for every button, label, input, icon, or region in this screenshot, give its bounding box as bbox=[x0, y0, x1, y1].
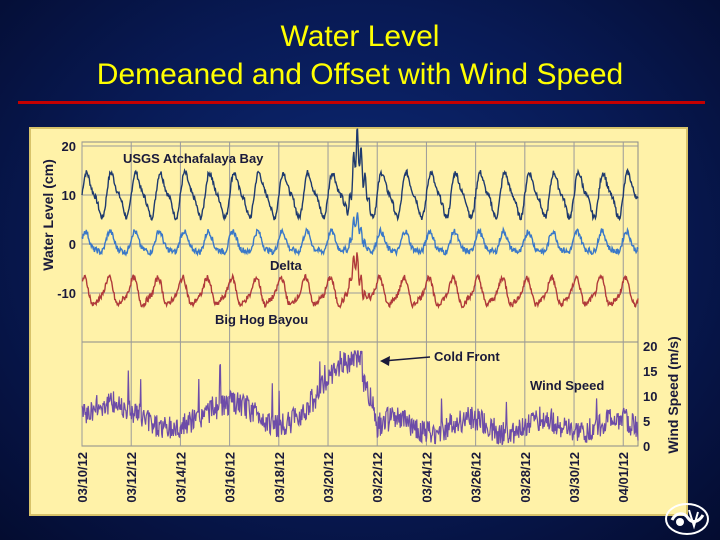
x-tick-label: 03/20/12 bbox=[321, 452, 336, 503]
series-line-0 bbox=[81, 128, 639, 222]
title-divider bbox=[18, 101, 705, 104]
series-label-delta: Delta bbox=[270, 258, 303, 273]
x-tick-label: 04/01/12 bbox=[616, 452, 631, 503]
series-line-wind-speed bbox=[81, 350, 639, 446]
x-tick-label: 03/26/12 bbox=[469, 452, 484, 503]
chart-panel bbox=[29, 127, 688, 516]
right-tick-label: 5 bbox=[643, 414, 650, 429]
slide-title: Water Level Demeaned and Offset with Win… bbox=[0, 18, 720, 94]
left-tick-label: -10 bbox=[57, 286, 76, 301]
series-label-usgs: USGS Atchafalaya Bay bbox=[123, 151, 264, 166]
left-tick-label: 0 bbox=[69, 237, 76, 252]
cold-front-arrow bbox=[382, 356, 431, 362]
series-lines bbox=[81, 128, 639, 446]
x-tick-label: 03/24/12 bbox=[419, 452, 434, 503]
left-axis-title: Water Level (cm) bbox=[40, 159, 56, 271]
x-tick-label: 03/18/12 bbox=[272, 452, 287, 503]
x-tick-label: 03/30/12 bbox=[567, 452, 582, 503]
series-line-1 bbox=[81, 212, 639, 258]
left-tick-label: 10 bbox=[62, 188, 76, 203]
series-label-wind-speed: Wind Speed bbox=[530, 378, 604, 393]
x-tick-label: 03/16/12 bbox=[223, 452, 238, 503]
x-tick-label: 03/14/12 bbox=[173, 452, 188, 503]
x-tick-label: 03/28/12 bbox=[518, 452, 533, 503]
right-axis-title: Wind Speed (m/s) bbox=[665, 336, 681, 453]
x-tick-label: 03/22/12 bbox=[370, 452, 385, 503]
series-label-big-hog-bayou: Big Hog Bayou bbox=[215, 312, 308, 327]
cold-front-arrowhead bbox=[380, 356, 390, 366]
axis-labels: 20 10 0 -10 20 15 10 5 0 03/10/12 03/12/12 03/14/12… bbox=[57, 139, 657, 503]
right-tick-label: 15 bbox=[643, 364, 657, 379]
x-tick-label: 03/10/12 bbox=[75, 452, 90, 503]
right-tick-label: 20 bbox=[643, 339, 657, 354]
x-tick-label: 03/12/12 bbox=[124, 452, 139, 503]
title-line-2: Demeaned and Offset with Wind Speed bbox=[96, 58, 624, 91]
annotation-cold-front: Cold Front bbox=[434, 349, 500, 364]
right-tick-label: 0 bbox=[643, 439, 650, 454]
right-tick-label: 10 bbox=[643, 389, 657, 404]
series-line-2 bbox=[81, 252, 639, 310]
agency-logo-icon bbox=[665, 503, 709, 535]
title-line-1: Water Level bbox=[280, 20, 440, 53]
left-tick-label: 20 bbox=[62, 139, 76, 154]
